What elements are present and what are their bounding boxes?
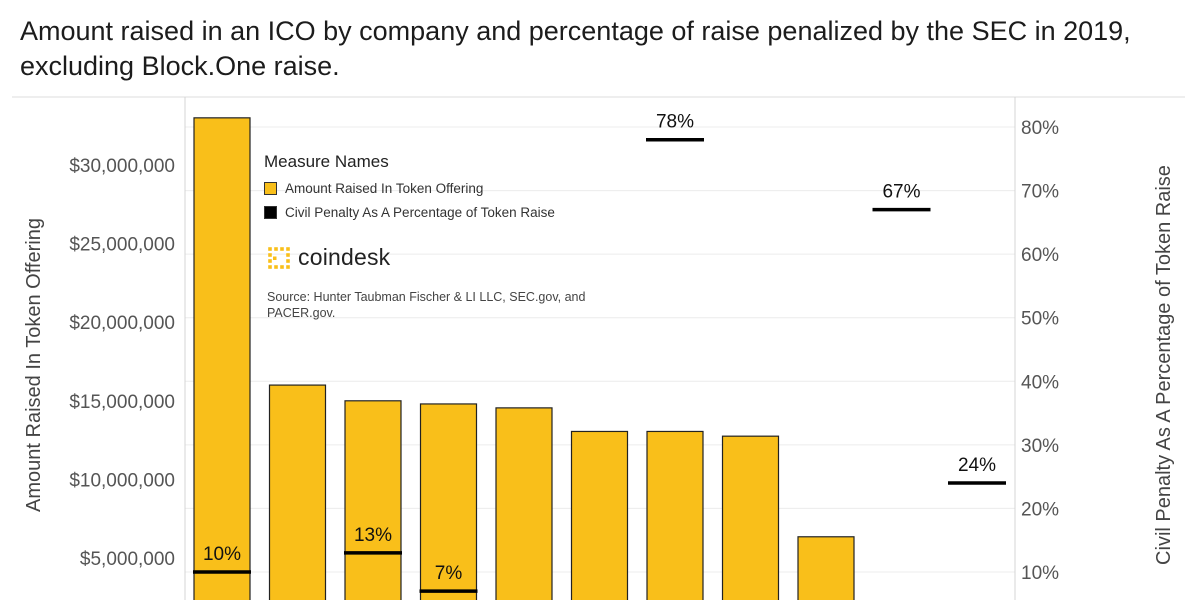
chart-title: Amount raised in an ICO by company and p… — [20, 16, 1131, 81]
coindesk-logo-icon — [268, 246, 290, 269]
bar-amount-8[interactable] — [797, 536, 855, 600]
bar-amount-1[interactable] — [268, 384, 327, 600]
right-tick-label: 50% — [1021, 309, 1059, 330]
right-tick-label: 70% — [1021, 182, 1059, 203]
bar-amount-4[interactable] — [495, 407, 553, 600]
right-axis: 10% 20% 30% 40% 50% 60% 70% 80% — [1021, 118, 1059, 584]
legend-swatch-amount — [264, 181, 277, 195]
bar-amount-7[interactable] — [721, 435, 780, 600]
penalty-label-2: 13% — [354, 525, 392, 546]
right-tick-label: 30% — [1021, 436, 1059, 457]
penalty-label-9: 67% — [882, 182, 920, 203]
left-tick-label: $20,000,000 — [69, 313, 175, 334]
coindesk-logo-text: coindesk — [298, 244, 391, 270]
bar-amount-2[interactable] — [344, 400, 402, 600]
left-tick-label: $25,000,000 — [69, 235, 175, 256]
penalty-label-3: 7% — [435, 563, 463, 584]
right-tick-label: 60% — [1021, 245, 1059, 266]
right-tick-label: 20% — [1021, 499, 1059, 520]
left-tick-label: $30,000,000 — [69, 156, 175, 177]
legend-item-amount[interactable]: Amount Raised In Token Offering — [264, 176, 555, 200]
right-axis-title: Civil Penalty As A Percentage of Token R… — [1153, 165, 1175, 565]
right-tick-label: 80% — [1021, 118, 1059, 139]
bar-amount-5[interactable] — [570, 430, 629, 600]
legend-title: Measure Names — [264, 152, 389, 171]
left-tick-label: $10,000,000 — [69, 470, 175, 491]
plot-frame — [12, 96, 1185, 600]
legend-item-penalty[interactable]: Civil Penalty As A Percentage of Token R… — [264, 200, 555, 224]
penalty-ticks: 10% 13% 7% 78% 67% 24% — [193, 112, 1006, 593]
penalty-label-0: 10% — [203, 544, 241, 565]
legend: Measure Names Amount Raised In Token Off… — [264, 152, 555, 224]
bar-amount-0[interactable] — [193, 117, 251, 600]
coindesk-logo: coindesk — [268, 244, 390, 271]
amount-bars — [193, 117, 855, 600]
bar-amount-3[interactable] — [419, 403, 478, 600]
left-tick-label: $5,000,000 — [80, 549, 175, 570]
right-tick-label: 10% — [1021, 563, 1059, 584]
legend-label-penalty: Civil Penalty As A Percentage of Token R… — [285, 204, 555, 220]
legend-label-amount: Amount Raised In Token Offering — [285, 180, 484, 196]
legend-swatch-penalty — [264, 205, 277, 219]
right-tick-label: 40% — [1021, 372, 1059, 393]
source-note: Source: Hunter Taubman Fischer & LI LLC,… — [267, 290, 586, 320]
bar-amount-6[interactable] — [646, 430, 704, 600]
left-tick-label: $15,000,000 — [69, 392, 175, 413]
penalty-label-10: 24% — [958, 455, 996, 476]
left-axis: $5,000,000 $10,000,000 $15,000,000 $20,000,… — [69, 156, 175, 570]
left-axis-title: Amount Raised In Token Offering — [23, 218, 45, 512]
penalty-label-6: 78% — [656, 112, 694, 133]
